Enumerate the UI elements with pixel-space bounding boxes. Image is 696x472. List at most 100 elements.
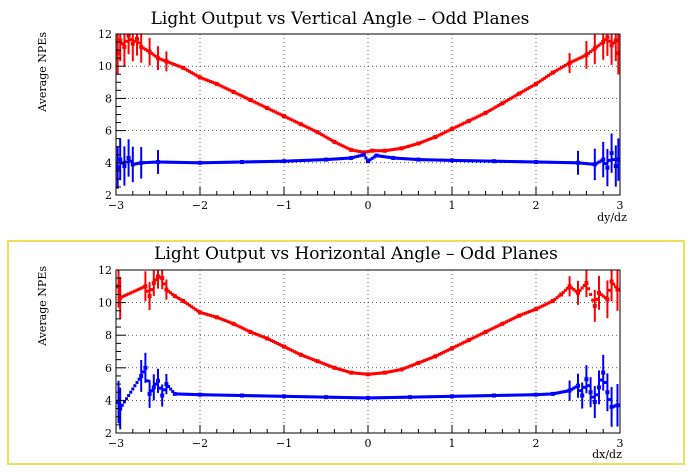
data-point (466, 338, 471, 343)
data-point (347, 156, 351, 160)
data-point (442, 350, 446, 354)
data-point (398, 395, 401, 399)
data-point (230, 393, 233, 397)
data-point (526, 160, 530, 164)
data-point (190, 392, 194, 396)
data-point (435, 158, 439, 162)
data-point (129, 38, 133, 42)
data-point (574, 58, 578, 62)
data-point (177, 297, 181, 301)
data-point (362, 396, 366, 400)
data-point (521, 160, 525, 164)
data-point (435, 134, 439, 138)
data-point (158, 57, 162, 61)
data-point (584, 52, 589, 57)
data-point (353, 396, 357, 400)
data-point (267, 337, 271, 341)
data-point (185, 68, 189, 72)
data-point (385, 396, 389, 400)
data-point (261, 160, 265, 164)
data-point (276, 111, 280, 115)
data-point (521, 393, 525, 397)
data-point (479, 159, 483, 163)
data-point (549, 72, 553, 76)
data-point (496, 393, 500, 397)
data-point (288, 394, 292, 398)
data-point (204, 312, 208, 316)
data-point (293, 159, 296, 163)
data-point (615, 403, 620, 408)
data-point (410, 143, 414, 147)
data-point (286, 347, 290, 351)
data-point (364, 372, 368, 376)
data-point (267, 159, 271, 163)
y-tick-label: 2 (105, 189, 112, 202)
data-point (343, 369, 347, 373)
data-point (179, 298, 183, 302)
data-point (332, 395, 336, 399)
x-axis-label: dx/dz (592, 448, 622, 461)
data-point (591, 48, 595, 52)
data-point (326, 395, 330, 399)
data-point (318, 131, 322, 135)
data-point (309, 395, 313, 399)
data-point (505, 320, 509, 324)
data-point (382, 148, 387, 153)
data-point (473, 335, 477, 339)
data-point (566, 62, 569, 66)
data-point (494, 325, 498, 329)
data-point (561, 161, 565, 165)
data-point (223, 319, 227, 323)
data-point (288, 348, 292, 352)
data-point (576, 160, 580, 165)
data-point (361, 150, 366, 155)
data-point (343, 396, 347, 400)
data-point (553, 297, 557, 301)
data-point (202, 393, 206, 397)
data-point (227, 160, 231, 164)
data-point (339, 157, 343, 161)
data-point (173, 160, 177, 164)
data-point (152, 160, 156, 164)
data-point (591, 395, 595, 399)
data-point (244, 394, 248, 398)
data-point (524, 311, 527, 315)
data-point (532, 160, 536, 164)
data-point (595, 161, 599, 165)
data-point (433, 354, 438, 359)
data-point (385, 370, 389, 374)
data-point (246, 97, 250, 101)
data-point (412, 143, 416, 147)
data-point (559, 390, 563, 394)
data-point (311, 395, 315, 399)
data-point (125, 293, 128, 297)
data-point (339, 143, 343, 147)
data-point (221, 393, 225, 397)
data-point (519, 160, 523, 164)
data-point (303, 158, 307, 162)
data-point (185, 302, 189, 306)
data-point (143, 365, 148, 370)
data-point (567, 388, 572, 393)
data-point (612, 158, 616, 162)
data-point (146, 379, 149, 383)
data-point (509, 393, 513, 397)
data-point (139, 286, 143, 290)
data-point (231, 321, 236, 326)
data-point (320, 361, 324, 365)
data-point (524, 88, 527, 92)
data-point (473, 394, 477, 398)
data-point (151, 281, 156, 286)
x-tick-label: −1 (276, 437, 292, 450)
data-point (337, 142, 341, 146)
data-point (597, 43, 601, 47)
data-point (613, 164, 618, 169)
data-point (122, 400, 126, 404)
data-point (290, 118, 294, 122)
data-point (576, 57, 580, 61)
data-point (515, 160, 519, 164)
data-point (603, 38, 607, 42)
data-point (179, 65, 183, 69)
data-point (276, 394, 280, 398)
